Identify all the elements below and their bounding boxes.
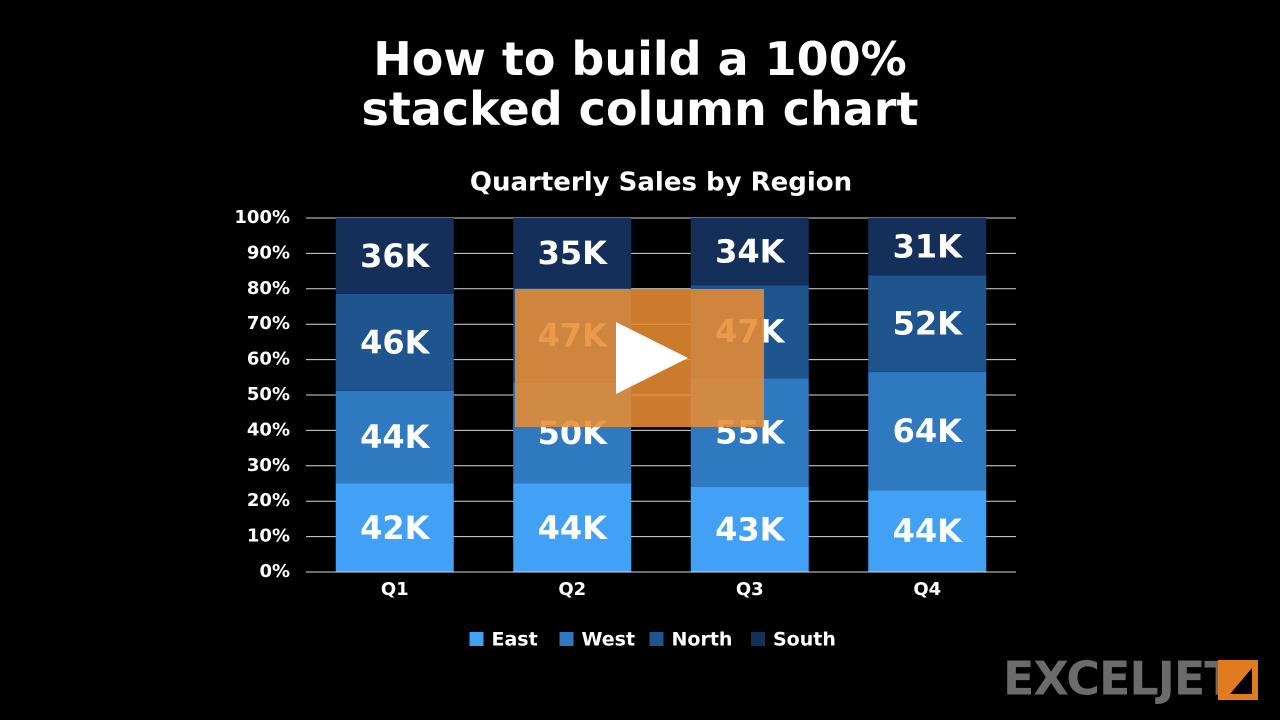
- data-label: 44K: [893, 512, 964, 550]
- data-label: 31K: [893, 228, 964, 266]
- data-label: 42K: [360, 509, 431, 547]
- y-tick-label: 90%: [247, 242, 290, 263]
- legend-swatch: [649, 632, 664, 646]
- bar-segment: [868, 490, 987, 572]
- chart-title: Quarterly Sales by Region: [470, 168, 852, 198]
- legend-swatch: [751, 632, 765, 646]
- bar-segment: [335, 218, 454, 294]
- y-tick-label: 30%: [247, 455, 290, 476]
- brand-check: [1230, 668, 1252, 694]
- bar-segment: [868, 371, 987, 491]
- data-label: 43K: [715, 510, 786, 548]
- data-label: 64K: [893, 412, 964, 450]
- bar-segment: [513, 483, 632, 572]
- data-label: 36K: [360, 237, 431, 275]
- data-label: 52K: [893, 305, 964, 343]
- legend-label: West: [582, 629, 636, 651]
- bar-segment: [513, 218, 632, 289]
- y-tick-label: 80%: [247, 278, 290, 299]
- y-tick-label: 40%: [247, 419, 290, 440]
- data-label: 34K: [715, 233, 786, 271]
- play-icon: [616, 322, 688, 394]
- data-label: 46K: [360, 323, 431, 361]
- data-label: 44K: [360, 418, 431, 456]
- x-tick-label: Q1: [381, 579, 409, 600]
- x-tick-label: Q4: [913, 579, 941, 600]
- x-tick-label: Q2: [558, 579, 586, 600]
- bar-segment: [868, 275, 987, 372]
- legend-swatch: [559, 632, 574, 646]
- y-tick-label: 60%: [247, 349, 290, 370]
- bar-segment: [690, 486, 809, 572]
- bar-segment: [335, 483, 454, 572]
- legend-label: North: [672, 629, 733, 651]
- legend-label: East: [492, 629, 538, 651]
- bar-segment: [335, 390, 454, 484]
- y-tick-label: 20%: [247, 490, 290, 511]
- y-tick-label: 0%: [259, 561, 290, 582]
- y-tick-label: 100%: [234, 207, 290, 228]
- y-tick-label: 70%: [247, 313, 290, 334]
- bar-segment: [335, 293, 454, 391]
- bar-segment: [690, 218, 809, 286]
- video-title: How to build a 100% stacked column chart: [361, 32, 919, 136]
- x-tick-label: Q3: [736, 579, 764, 600]
- play-button[interactable]: [515, 289, 764, 427]
- data-label: 44K: [538, 509, 609, 547]
- brand-logo: EXCELJET: [1003, 652, 1236, 706]
- y-tick-label: 10%: [247, 526, 290, 547]
- bar-segment: [868, 218, 987, 276]
- legend-swatch: [469, 632, 484, 646]
- y-tick-label: 50%: [247, 384, 290, 405]
- legend-label: South: [773, 629, 836, 651]
- data-label: 35K: [538, 234, 609, 272]
